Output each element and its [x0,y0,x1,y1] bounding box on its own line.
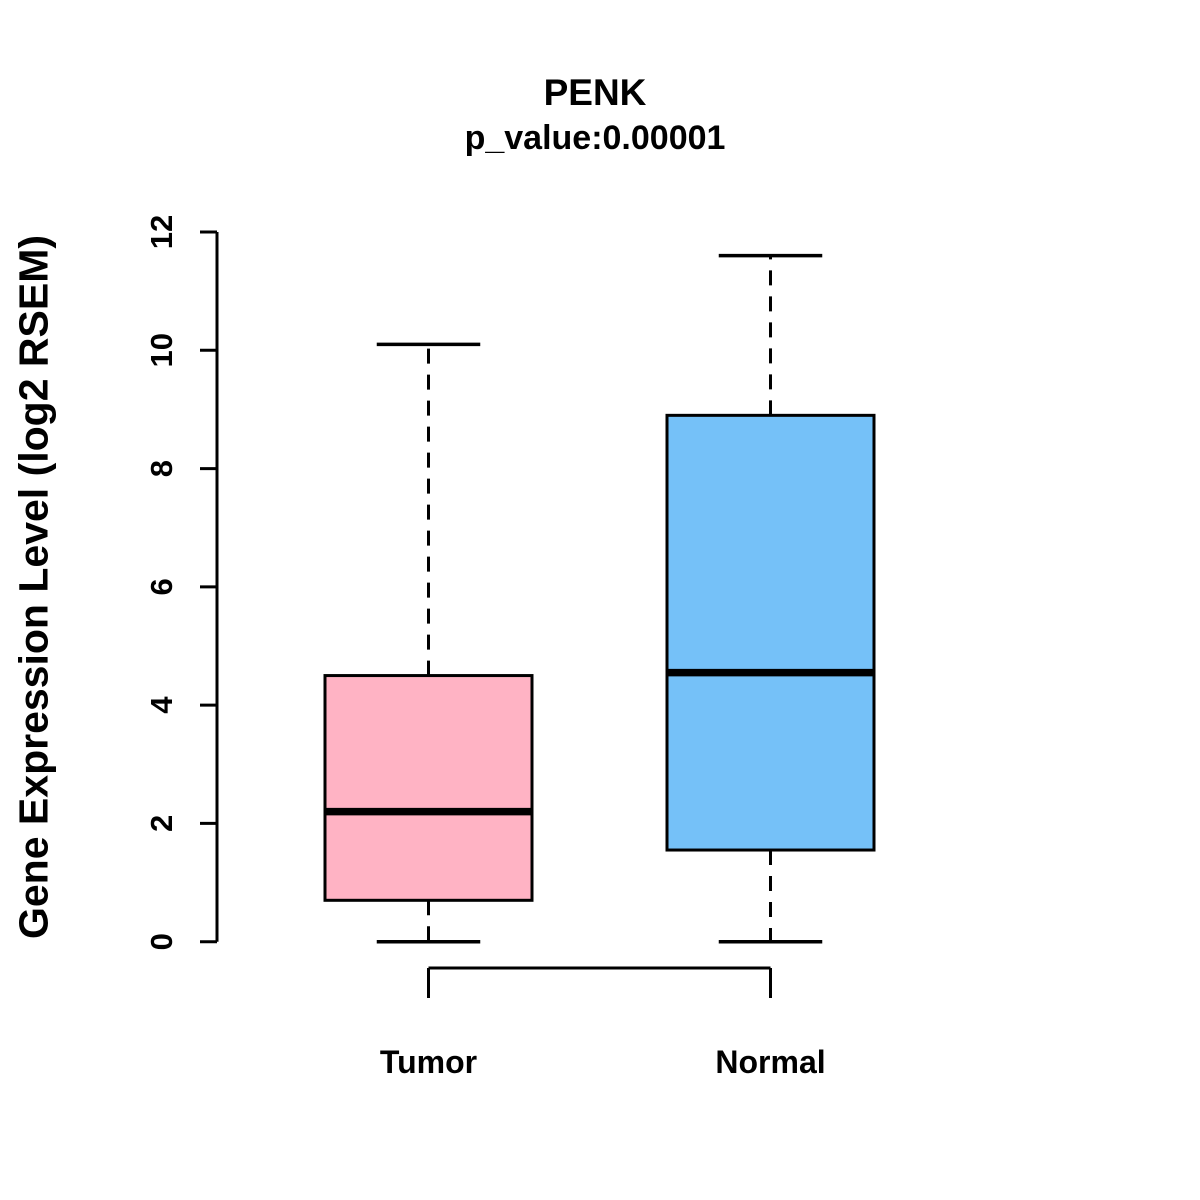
x-category-label-tumor: Tumor [380,1044,477,1080]
y-axis-tick-label: 12 [144,215,179,249]
box-tumor [323,674,534,902]
chart-subtitle: p_value:0.00001 [464,119,726,157]
y-axis-tick-label: 0 [144,933,179,950]
y-axis-tick-label: 2 [144,815,179,832]
chart-title: PENK [543,72,647,113]
y-axis-tick-label: 8 [144,460,179,477]
x-category-label-normal: Normal [715,1044,825,1080]
y-axis-tick-label: 10 [144,333,179,367]
box-normal [665,413,876,852]
y-axis-tick-label: 6 [144,578,179,595]
y-axis-tick-label: 4 [144,696,179,714]
